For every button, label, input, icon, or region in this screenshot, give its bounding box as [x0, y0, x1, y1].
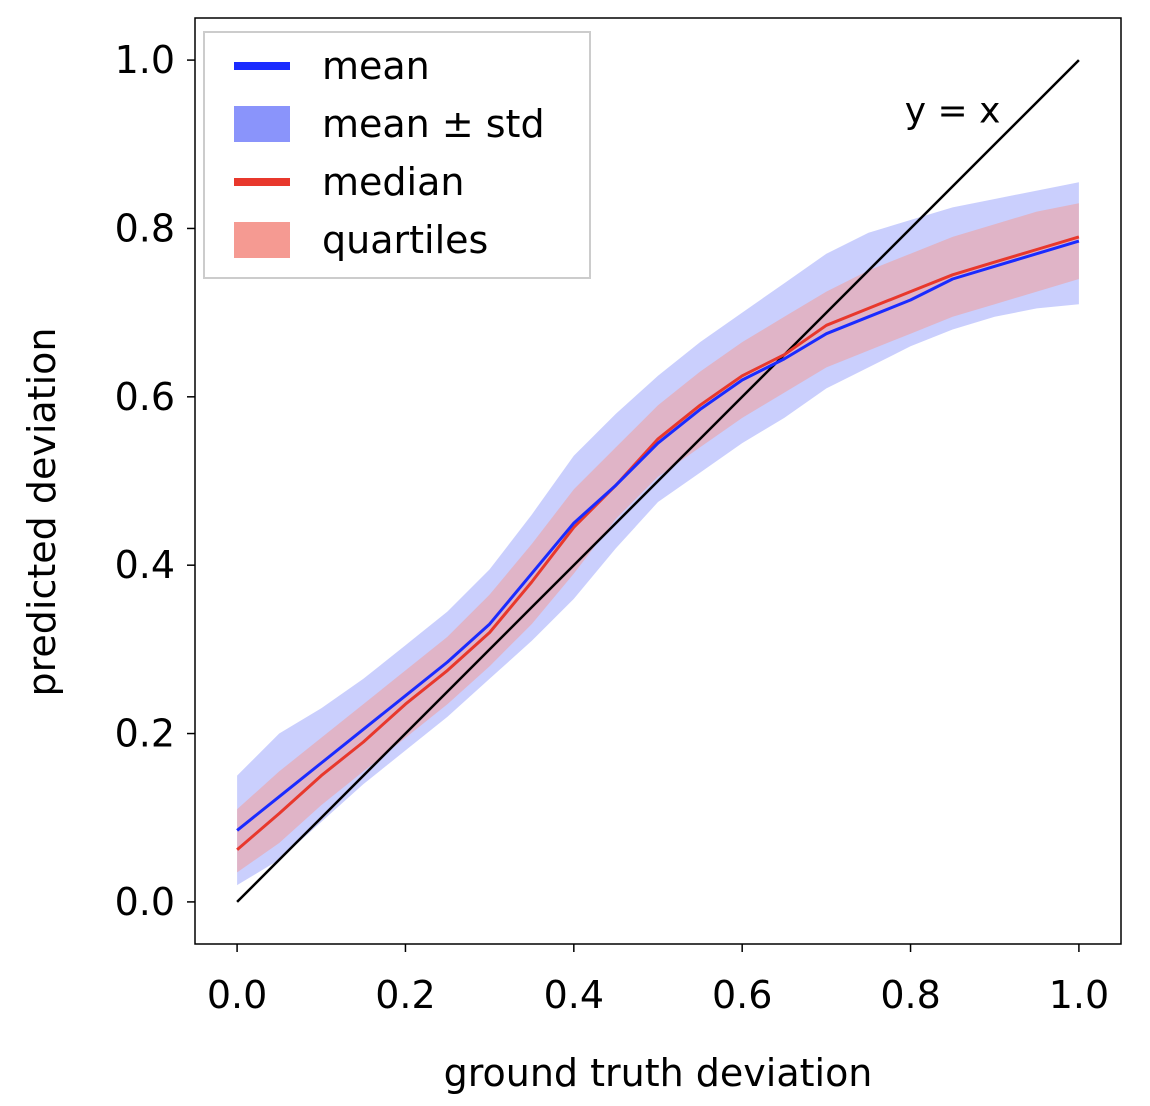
- identity-line-annotation: y = x: [905, 91, 1001, 132]
- legend-swatch-mean-std: [234, 106, 290, 142]
- x-tick-label: 0.0: [207, 973, 267, 1017]
- lines-layer: [236, 59, 1080, 903]
- x-tick-label: 0.2: [375, 973, 435, 1017]
- identity-line: [236, 59, 1080, 903]
- y-axis-title: predicted deviation: [20, 328, 64, 697]
- legend-label: mean: [322, 44, 430, 88]
- x-tick-label: 0.8: [880, 973, 940, 1017]
- y-tick-label: 0.4: [115, 543, 175, 587]
- y-tick-label: 0.6: [115, 375, 175, 419]
- legend-label: median: [322, 160, 464, 204]
- median-line: [236, 235, 1080, 851]
- y-axis: 0.0 0.2 0.4 0.6 0.8 1.0: [115, 38, 195, 924]
- mean-std-band: [237, 182, 1079, 886]
- bands-layer: [237, 182, 1079, 886]
- mean-line: [236, 239, 1080, 832]
- quartiles-band: [237, 203, 1079, 873]
- legend-items: mean mean ± std median quartiles: [234, 44, 545, 262]
- y-tick-label: 0.0: [115, 880, 175, 924]
- legend-swatch-quartiles: [234, 222, 290, 258]
- y-tick-label: 1.0: [115, 38, 175, 82]
- y-tick-label: 0.2: [115, 712, 175, 756]
- x-tick-label: 0.4: [544, 973, 604, 1017]
- legend-label: quartiles: [322, 218, 488, 262]
- legend: mean mean ± std median quartiles: [203, 31, 591, 279]
- x-tick-label: 1.0: [1049, 973, 1109, 1017]
- plot-frame: [194, 17, 1122, 945]
- y-tick-label: 0.8: [115, 206, 175, 250]
- x-axis: 0.0 0.2 0.4 0.6 0.8 1.0: [207, 944, 1109, 1017]
- x-axis-title: ground truth deviation: [444, 1051, 873, 1095]
- legend-label: mean ± std: [322, 102, 545, 146]
- x-tick-label: 0.6: [712, 973, 772, 1017]
